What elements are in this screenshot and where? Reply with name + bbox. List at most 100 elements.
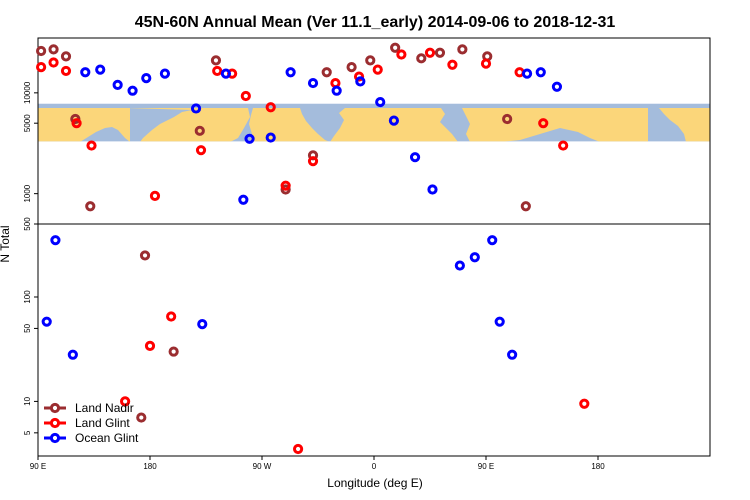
- land-nadir-point: [365, 55, 376, 66]
- land-nadir-point: [194, 125, 205, 136]
- land-nadir-point: [60, 51, 72, 62]
- land-glint-point: [372, 64, 383, 75]
- land-glint-point: [396, 49, 407, 60]
- ocean-glint-point: [159, 68, 171, 79]
- land-glint-point: [48, 57, 59, 68]
- land-glint-point: [330, 77, 341, 89]
- land-glint-point: [280, 180, 291, 191]
- x-tick-label: 0: [372, 462, 377, 471]
- ocean-glint-point: [454, 260, 465, 271]
- legend-marker-ocean-glint: [49, 432, 61, 444]
- land-nadir-point: [48, 44, 59, 55]
- ocean-glint-point: [551, 81, 563, 92]
- ocean-glint-point: [112, 79, 123, 90]
- ocean-glint-point: [521, 68, 533, 79]
- land-glint-point: [558, 140, 569, 151]
- ocean-glint-point: [67, 349, 78, 360]
- ocean-glint-point: [409, 152, 421, 163]
- ocean-glint-point: [285, 67, 296, 78]
- legend-label-land-glint: Land Glint: [75, 416, 130, 430]
- world-map-band: [38, 103, 710, 142]
- y-tick-label: 5: [23, 430, 32, 435]
- scatter-points: [36, 42, 590, 455]
- y-tick-label: 10000: [23, 81, 32, 104]
- land-glint-point: [447, 59, 458, 70]
- land-nadir-point: [416, 53, 427, 64]
- land-glint-point: [86, 140, 97, 151]
- land-nadir-point: [502, 113, 513, 125]
- ocean-glint-point: [265, 132, 276, 143]
- ocean-glint-point: [355, 76, 366, 87]
- land-glint-point: [424, 47, 436, 58]
- ocean-glint-point: [535, 67, 546, 78]
- land-glint-point: [265, 102, 276, 113]
- y-tick-label: 500: [23, 217, 32, 231]
- x-tick-label: 90 E: [30, 462, 46, 471]
- land-nadir-point: [457, 44, 468, 55]
- ocean-glint-point: [238, 194, 249, 205]
- land-glint-point: [144, 340, 156, 352]
- legend-marker-land-glint: [49, 417, 61, 429]
- x-tick-label: 90 W: [253, 462, 272, 471]
- land-nadir-point: [210, 55, 222, 66]
- ocean-glint-point: [50, 235, 61, 246]
- legend-label-land-nadir: Land Nadir: [75, 401, 134, 415]
- land-glint-point: [36, 62, 47, 73]
- land-glint-point: [538, 118, 549, 129]
- land-glint-point: [307, 156, 319, 167]
- y-tick-label: 100: [23, 290, 32, 304]
- land-nadir-point: [168, 346, 179, 357]
- chart-title: 45N-60N Annual Mean (Ver 11.1_early) 201…: [135, 14, 616, 31]
- ocean-glint-point: [307, 77, 319, 89]
- ocean-glint-point: [127, 85, 138, 96]
- ocean-glint-point: [494, 316, 505, 327]
- land-nadir-point: [136, 412, 147, 423]
- ocean-glint-point: [375, 96, 386, 108]
- ocean-glint-point: [95, 64, 106, 75]
- ocean-glint-point: [41, 316, 52, 327]
- ocean-glint-point: [388, 115, 400, 126]
- land-glint-point: [212, 65, 223, 77]
- y-tick-label: 50: [23, 323, 32, 332]
- ocean-glint-point: [507, 349, 518, 360]
- x-tick-label: 180: [591, 462, 605, 471]
- y-tick-label: 1000: [23, 184, 32, 202]
- land-glint-point: [60, 65, 72, 77]
- land-nadir-point: [390, 42, 401, 53]
- land-glint-point: [195, 145, 207, 156]
- ocean-glint-point: [427, 184, 438, 195]
- y-tick-label: 10: [23, 396, 32, 405]
- ocean-glint-point: [190, 103, 202, 114]
- land-nadir-point: [520, 201, 531, 212]
- land-nadir-point: [280, 184, 291, 195]
- ocean-glint-point: [244, 133, 255, 144]
- ocean-glint-point: [197, 318, 208, 330]
- land-glint-point: [292, 443, 304, 455]
- land-glint-point: [353, 71, 365, 82]
- ocean-glint-point: [220, 68, 232, 79]
- legend-label-ocean-glint: Ocean Glint: [75, 431, 139, 445]
- land-glint-point: [149, 190, 161, 201]
- ocean-glint-point: [487, 235, 498, 246]
- ocean-glint-point: [80, 67, 91, 78]
- land-glint-point: [480, 58, 492, 69]
- x-tick-label: 90 E: [478, 462, 494, 471]
- land-glint-point: [120, 396, 131, 407]
- ocean-glint-point: [141, 73, 152, 84]
- ocean-glint-point: [331, 85, 342, 96]
- land-nadir-point: [85, 201, 96, 212]
- x-tick-label: 180: [143, 462, 157, 471]
- ocean-glint-point: [469, 252, 480, 263]
- x-axis-label: Longitude (deg E): [327, 476, 422, 490]
- axis-ticks: 90 E 180 90 W 0 90 E 180 5 10 50 100 500 1000 5000 10…: [23, 81, 605, 471]
- land-glint-point: [240, 90, 251, 102]
- land-nadir-point: [346, 62, 357, 73]
- land-nadir-point: [36, 45, 47, 57]
- land-glint-point: [579, 398, 590, 409]
- y-tick-label: 5000: [23, 114, 32, 132]
- land-nadir-point: [139, 250, 151, 261]
- land-nadir-point: [321, 67, 332, 78]
- legend-marker-land-nadir: [49, 402, 61, 414]
